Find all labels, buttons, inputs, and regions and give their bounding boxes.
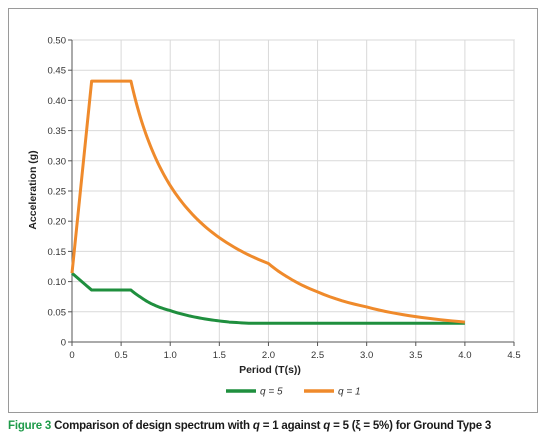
y-tick-label: 0.30 [48,156,67,167]
y-tick-label: 0.20 [48,217,67,228]
x-tick-label: 2.5 [311,350,324,361]
y-tick-label: 0.40 [48,96,67,107]
grid-layer [71,39,515,343]
figure-caption: Figure 3 Comparison of design spectrum w… [8,420,542,432]
caption-q-symbol-2: q [323,420,331,432]
legend-q5-label: q = 5 [260,387,283,398]
y-tick-label: 0 [61,338,66,349]
x-tick-label: 1.0 [164,350,177,361]
y-axis-title: Acceleration (g) [27,150,39,229]
x-tick-label: 0 [69,350,74,361]
y-tick-label: 0.45 [48,66,67,77]
series-q1-line [70,79,466,324]
series-layer [70,79,466,325]
x-tick-label: 0.5 [115,350,128,361]
caption-text-3: = 5 (ξ = 5%) for Ground Type 3 [330,420,492,432]
x-tick-label: 4.0 [458,350,471,361]
x-tick-label: 3.5 [409,350,422,361]
y-tick-label: 0.35 [48,126,67,137]
y-tick-label: 0.05 [48,307,67,318]
caption-q-symbol-1: q [252,420,260,432]
x-tick-label: 4.5 [507,350,520,361]
x-tick-label: 3.0 [360,350,373,361]
y-tick-label: 0.15 [48,247,67,258]
y-tick-label: 0.10 [48,277,67,288]
x-tick-label: 2.0 [262,350,275,361]
axis-layer: 0 0.05 0.10 0.15 0.20 0.25 0.30 0.35 0.40 0.45 0.5… [48,36,521,362]
figure-frame [8,8,538,413]
design-spectrum-chart: 0 0.05 0.10 0.15 0.20 0.25 0.30 0.35 0.40 0.45 0.5… [27,36,521,398]
y-tick-label: 0.25 [48,187,67,198]
series-q5-line [71,272,465,325]
caption-text-2: = 1 against [259,420,324,432]
caption-text-1: Comparison of design spectrum with [51,420,253,432]
x-tick-label: 1.5 [213,350,226,361]
y-tick-label: 0.50 [48,36,67,47]
x-axis-title: Period (T(s)) [239,364,301,376]
figure-label: Figure 3 [8,420,52,432]
legend-q1-label: q = 1 [338,387,361,398]
legend: q = 5 q = 1 [226,387,361,398]
